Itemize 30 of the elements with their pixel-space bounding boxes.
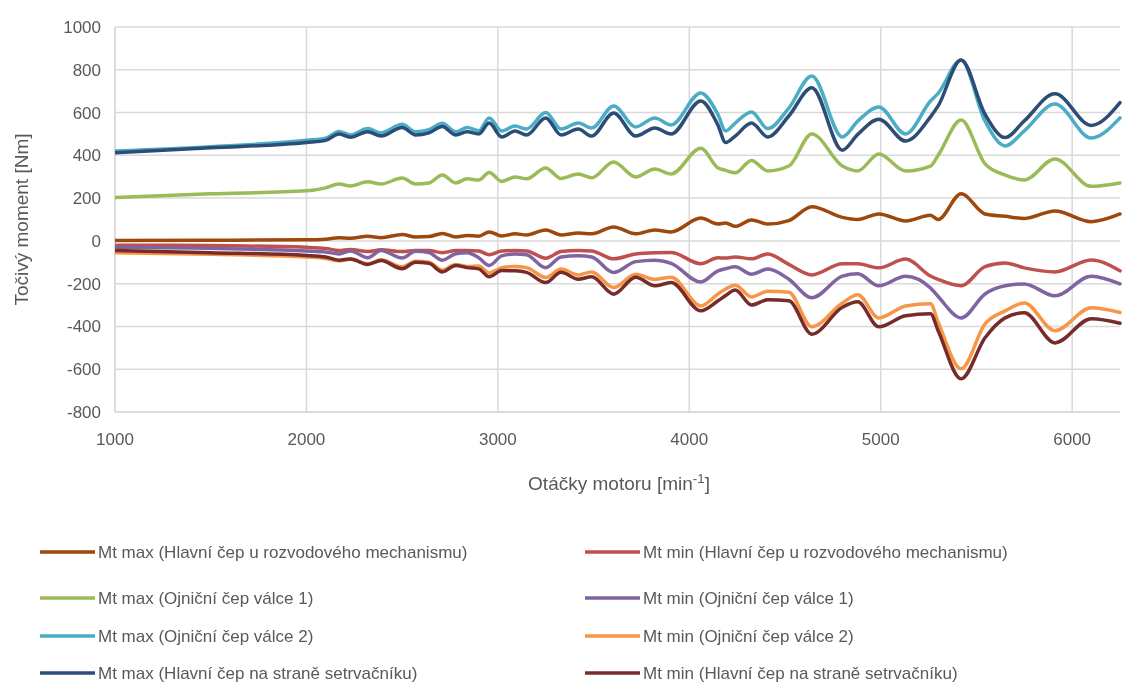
line-series bbox=[115, 118, 1122, 200]
y-tick-label: -400 bbox=[66, 317, 101, 337]
x-tick-label: 5000 bbox=[861, 430, 900, 449]
x-tick-label: 4000 bbox=[670, 430, 709, 449]
line-series bbox=[115, 245, 1122, 320]
x-tick-label: 1000 bbox=[96, 430, 134, 449]
legend-label: Mt min (Ojniční čep válce 2) bbox=[643, 626, 854, 646]
y-tick-label: -200 bbox=[66, 274, 101, 294]
legend-label: Mt max (Ojniční čep válce 1) bbox=[98, 588, 314, 608]
y-tick-label: 600 bbox=[72, 103, 101, 123]
legend-label: Mt min (Ojniční čep válce 1) bbox=[643, 588, 854, 608]
legend-label: Mt max (Hlavní čep u rozvodového mechanismu) bbox=[98, 542, 468, 562]
line-series bbox=[115, 243, 1122, 288]
y-axis-title: Točivý moment [Nm] bbox=[11, 133, 32, 306]
y-tick-label: 0 bbox=[91, 231, 101, 251]
y-tick-label: 800 bbox=[72, 60, 101, 80]
y-tick-label: 1000 bbox=[63, 17, 101, 37]
x-tick-label: 3000 bbox=[478, 430, 517, 449]
y-tick-label: -800 bbox=[66, 402, 101, 422]
line-series bbox=[115, 192, 1122, 243]
legend-label: Mt min (Hlavní čep u rozvodového mechanismu) bbox=[643, 542, 1008, 562]
y-tick-label: 200 bbox=[72, 189, 101, 209]
legend-label: Mt max (Hlavní čep na straně setrvačníku) bbox=[98, 663, 418, 683]
legend-label: Mt min (Hlavní čep na straně setrvačníku) bbox=[643, 663, 958, 683]
y-tick-label: 400 bbox=[72, 146, 101, 166]
y-tick-label: -600 bbox=[66, 360, 101, 380]
x-axis-title: Otáčky motoru [min$^{-1}$] bbox=[528, 470, 710, 495]
x-tick-label: 2000 bbox=[287, 430, 326, 449]
legend-label: Mt max (Ojniční čep válce 2) bbox=[98, 626, 314, 646]
x-tick-label: 6000 bbox=[1053, 430, 1092, 449]
